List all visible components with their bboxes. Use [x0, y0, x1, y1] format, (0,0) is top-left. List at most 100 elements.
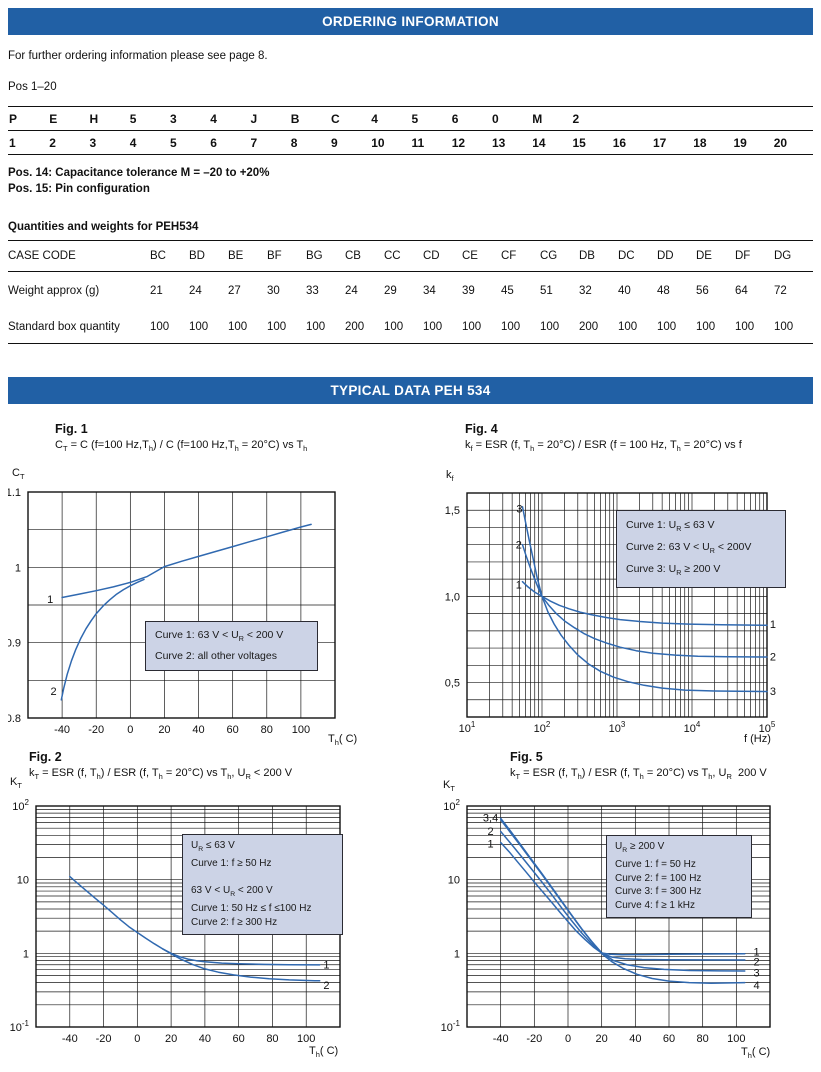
case-code-cell: CB [345, 250, 361, 262]
fig2-y-tick: 10 [17, 875, 29, 887]
legend-line: Curve 4: f ≥ 1 kHz [615, 900, 695, 912]
fig1-x-tick: 100 [292, 724, 310, 736]
fig5-curve-label: 3 [753, 967, 759, 979]
code-letter-cell: 3 [170, 111, 177, 126]
weight-cell: 30 [267, 285, 280, 297]
quantities-table: CASE CODE BC BD BE BF BG CB CC CD CE CF CG DB DC DD DE… [8, 240, 813, 344]
fig4-curve-2 [521, 543, 768, 658]
typical-data-title: TYPICAL DATA PEH 534 [330, 383, 491, 398]
fig1-x-tick: 60 [227, 724, 239, 736]
fig4-curve-3 [521, 506, 768, 693]
fig5-curve-label: 2 [488, 826, 494, 838]
fig5-curve-4 [499, 817, 746, 984]
case-code-cell: CD [423, 250, 440, 262]
fig5-x-tick: 0 [565, 1033, 571, 1045]
legend-line: Curve 3: UR ≥ 200 V [626, 563, 721, 578]
fig5-x-tick: 100 [727, 1033, 745, 1045]
weight-cell: 29 [384, 285, 397, 297]
weight-row: Weight approx (g) 21 24 27 30 33 24 29 34 39 45 51… [8, 272, 813, 310]
case-code-cell: CG [540, 250, 558, 262]
fig2-curve-label: 1 [323, 960, 329, 972]
pos15-note: Pos. 15: Pin configuration [8, 183, 150, 195]
weight-cell: 39 [462, 285, 475, 297]
fig1-y-axis-name: CT [12, 467, 25, 482]
fig1-title: Fig. 1 CT = C (f=100 Hz,Th) / C (f=100 H… [55, 422, 307, 453]
box-quantity-cell: 200 [345, 320, 365, 333]
fig5-label: Fig. 5 [510, 750, 543, 764]
code-position-cell: 12 [451, 135, 466, 150]
fig5-formula: kT = ESR (f, Th) / ESR (f, Th = 20°C) vs… [510, 767, 767, 782]
case-code-cell: DD [657, 250, 674, 262]
code-letter-cell: 4 [210, 111, 217, 126]
case-code-cell: DE [696, 250, 712, 262]
fig2-x-tick: 20 [165, 1033, 177, 1045]
code-letter-cell: 6 [451, 111, 459, 126]
fig2-x-axis-name: Th( C) [309, 1045, 339, 1060]
fig4-curve-label: 2 [770, 651, 776, 663]
code-position-cell: 4 [129, 135, 137, 150]
fig2-title: Fig. 2 kT = ESR (f, Th) / ESR (f, Th = 2… [29, 750, 292, 781]
weight-cell: 56 [696, 285, 709, 297]
fig1-y-tick: 0.8 [8, 713, 21, 725]
fig4-curve-label: 1 [770, 619, 776, 631]
fig2-curve-1 [69, 875, 321, 966]
fig1-curve-label: 2 [51, 686, 57, 698]
code-position-cell: 1 [9, 135, 16, 150]
code-positions-row: 1 2 3 4 5 6 7 8 9 10 11 12 13 14 15 16 17 18 19 20 [8, 131, 813, 154]
code-letter-cell: P [9, 111, 18, 126]
fig2-legend: UR ≤ 63 V Curve 1: f ≥ 50 Hz 63 V < UR < … [182, 834, 343, 935]
code-position-cell: 8 [290, 135, 298, 150]
weight-cell: 45 [501, 285, 514, 297]
fig4-formula: kf = ESR (f, Th = 20°C) / ESR (f = 100 H… [465, 439, 742, 454]
fig2-curve-label: 2 [323, 980, 329, 992]
fig2-y-tick: 102 [12, 798, 29, 813]
fig4-y-tick: 1,5 [445, 505, 460, 517]
legend-line: Curve 1: UR ≤ 63 V [626, 519, 715, 534]
legend-line: Curve 2: f = 100 Hz [615, 872, 702, 884]
box-quantity-cell: 100 [501, 320, 521, 333]
code-letter-cell: 4 [371, 111, 378, 126]
legend-line: 63 V < UR < 200 V [191, 885, 273, 899]
legend-line: Curve 1: 50 Hz ≤ f ≤100 Hz [191, 903, 312, 915]
code-letter-cell: 0 [492, 111, 499, 126]
fig5-x-tick: 40 [629, 1033, 641, 1045]
fig5-curve-label: 3,4 [483, 812, 498, 824]
quantities-header-row: CASE CODE BC BD BE BF BG CB CC CD CE CF CG DB DC DD DE… [8, 240, 813, 272]
fig4-x-tick: 105 [759, 720, 776, 735]
weight-cells: 21 24 27 30 33 24 29 34 39 45 51 32 40 48 56 64 72 [150, 285, 813, 297]
fig4-x-tick: 101 [459, 720, 476, 735]
legend-line: Curve 3: f = 300 Hz [615, 886, 702, 898]
legend-line: Curve 2: all other voltages [155, 650, 277, 663]
ordering-information-title: ORDERING INFORMATION [322, 14, 499, 29]
fig2-x-tick: 40 [199, 1033, 211, 1045]
fig1-curve-2 [60, 578, 145, 701]
fig5-curve-1 [499, 841, 746, 956]
code-position-cell: 16 [612, 135, 627, 150]
fig4-x-axis-name: f (Hz) [744, 733, 771, 745]
weight-cell: 33 [306, 285, 319, 297]
fig5-curve-label: 1 [753, 946, 759, 958]
case-code-cell: DF [735, 250, 751, 262]
fig2-y-axis-name: KT [10, 776, 22, 791]
fig5-legend: UR ≥ 200 V Curve 1: f = 50 Hz Curve 2: f =… [606, 835, 752, 918]
code-letter-cell: 5 [411, 111, 419, 126]
fig1-legend: Curve 1: 63 V < UR < 200 V Curve 2: all o… [145, 621, 318, 672]
box-quantity-cell: 100 [696, 320, 716, 333]
legend-line: Curve 1: f = 50 Hz [615, 858, 696, 870]
box-quantity-cell: 100 [306, 320, 326, 333]
fig5-title: Fig. 5 kT = ESR (f, Th) / ESR (f, Th = 2… [510, 750, 767, 781]
fig2-y-tick: 10-1 [10, 1019, 30, 1034]
fig5-curve-label: 1 [488, 838, 494, 850]
fig5-curve-label: 2 [753, 956, 759, 968]
ordering-intro-text: For further ordering information please … [8, 50, 268, 62]
legend-line: Curve 2: 63 V < UR < 200V [626, 541, 752, 556]
weight-cell: 64 [735, 285, 748, 297]
code-position-cell: 5 [170, 135, 177, 150]
fig5-y-axis-name: KT [443, 779, 455, 794]
code-letter-cell: C [331, 111, 340, 126]
fig2-x-tick: 60 [233, 1033, 245, 1045]
fig4-x-tick: 102 [534, 720, 551, 735]
case-code-cell: BG [306, 250, 323, 262]
